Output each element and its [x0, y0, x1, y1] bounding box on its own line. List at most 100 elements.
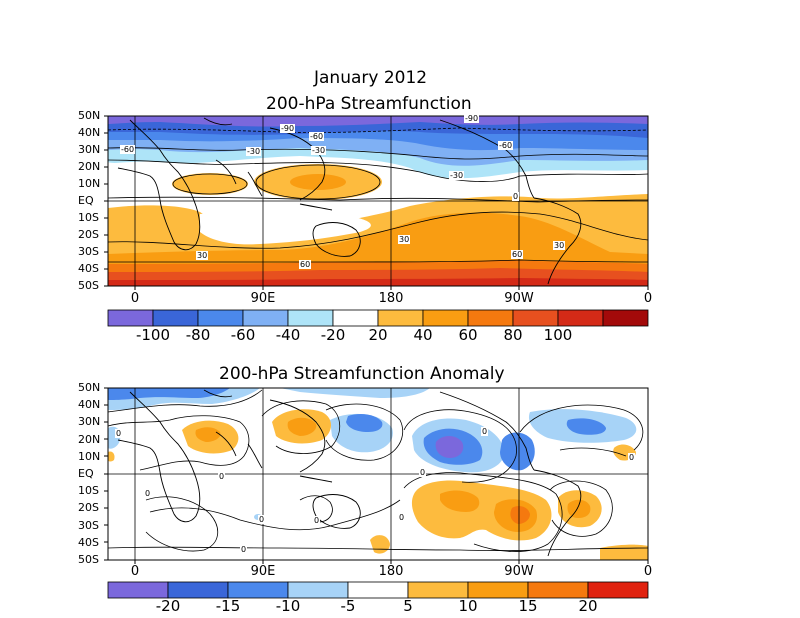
- colorbar-tick-label: -15: [215, 597, 241, 615]
- lon-label: 0: [643, 291, 653, 306]
- colorbar-swatch: [587, 581, 649, 599]
- lat-label: 10S: [78, 211, 99, 224]
- lat-label: 10N: [78, 177, 101, 190]
- lat-label: 40S: [78, 535, 99, 549]
- streamfunction-contours: [108, 127, 648, 263]
- band-neg-100: [108, 116, 648, 127]
- colorbar-swatch: [602, 309, 649, 327]
- anom-pos-south-edge: [600, 544, 648, 560]
- contour-label: -60: [309, 132, 325, 141]
- contour-label: 0: [481, 427, 489, 436]
- lat-label: 30N: [78, 415, 101, 429]
- contour-label: 0: [512, 192, 520, 201]
- lat-label: 40S: [78, 262, 99, 275]
- contour-label: -60: [120, 145, 136, 154]
- anom-pos-west-small: [108, 451, 115, 462]
- colorbar-swatch: [197, 309, 244, 327]
- lon-label: 0: [643, 564, 653, 579]
- lat-label: EQ: [78, 467, 94, 480]
- lat-label: 10S: [78, 484, 99, 498]
- map1-colorbar: [107, 309, 649, 327]
- lat-label: EQ: [78, 194, 94, 207]
- anom-neg-mexico: [500, 432, 535, 471]
- lon-label: 90E: [250, 564, 276, 579]
- lat-label: 30S: [78, 245, 99, 258]
- contour-label: 0: [115, 429, 123, 438]
- colorbar-swatch: [242, 309, 289, 327]
- colorbar-tick-label: -20: [155, 597, 181, 615]
- streamfunction-field: [108, 116, 648, 286]
- lat-label: 20S: [78, 501, 99, 515]
- colorbar-swatch: [152, 309, 199, 327]
- contour-label: 0: [258, 515, 266, 524]
- lon-label: 180: [378, 291, 404, 306]
- contour-label: 60: [299, 260, 312, 269]
- contour-label: 30: [196, 251, 209, 260]
- lat-label: 20N: [78, 160, 101, 173]
- contour-label: 0: [240, 545, 248, 554]
- colorbar-swatch: [512, 309, 559, 327]
- contour-label: -30: [449, 171, 465, 180]
- colorbar-swatch: [332, 309, 379, 327]
- contour-label: 0: [144, 489, 152, 498]
- contour-label: 0: [313, 516, 321, 525]
- anom-neg-north-core: [108, 388, 230, 400]
- contour-label: -30: [311, 146, 327, 155]
- map2-ticks: [104, 387, 649, 564]
- colorbar-tick-label: -100: [135, 326, 171, 344]
- colorbar-swatch: [287, 581, 349, 599]
- map1-title: 200-hPa Streamfunction: [266, 94, 472, 114]
- contour-label: -90: [464, 114, 480, 123]
- lat-label: 40N: [78, 398, 101, 412]
- band-pos-20-white-hole: [200, 212, 371, 245]
- anom-neg-east-pacific-core: [435, 436, 464, 458]
- contour-label: 0: [628, 453, 636, 462]
- map1-ticks: [104, 115, 649, 290]
- contour-label: -60: [498, 141, 514, 150]
- colorbar-swatch: [467, 309, 514, 327]
- lat-label: 50N: [78, 381, 101, 394]
- anomaly-coastlines: [117, 389, 582, 557]
- colorbar-swatch: [107, 581, 169, 599]
- colorbar-swatch: [287, 309, 334, 327]
- contour-label: -30: [246, 147, 262, 156]
- contour-label: 0: [398, 513, 406, 522]
- anom-neg-pacific-north: [280, 388, 430, 398]
- colorbar-tick-label: -20: [320, 326, 346, 344]
- lat-label: 40N: [78, 126, 101, 139]
- colorbar-swatch: [557, 309, 604, 327]
- anom-neg-pacific-core: [346, 414, 383, 432]
- colorbar-swatch: [347, 581, 409, 599]
- lat-label: 50S: [78, 553, 99, 566]
- colorbar-tick-label: 5: [403, 597, 413, 615]
- anom-pos-south-pacific-core3: [510, 506, 530, 524]
- lat-label: 20S: [78, 228, 99, 241]
- lon-label: 90W: [504, 564, 534, 579]
- colorbar-swatch: [167, 581, 229, 599]
- anom-pos-south-pacific-core1: [440, 490, 480, 512]
- anom-pos-china-core: [287, 417, 317, 436]
- contour-label: 0: [419, 468, 427, 477]
- colorbar-swatch: [407, 581, 469, 599]
- contour-label: -90: [280, 124, 296, 133]
- colorbar-swatch: [107, 309, 154, 327]
- anomaly-contours: [108, 389, 648, 552]
- anom-neg-atlantic-core: [566, 418, 606, 435]
- anomaly-map: [104, 387, 649, 599]
- map2-title: 200-hPa Streamfunction Anomaly: [219, 364, 505, 384]
- colorbar-swatch: [377, 309, 424, 327]
- lat-label: 30S: [78, 518, 99, 532]
- colorbar-tick-label: -80: [185, 326, 211, 344]
- colorbar-tick-label: -10: [275, 597, 301, 615]
- lat-label: 30N: [78, 143, 101, 156]
- colorbar-swatch: [467, 581, 529, 599]
- blob-pos-asia-core: [290, 174, 346, 190]
- blob-pos-africa: [172, 173, 248, 195]
- colorbar-tick-label: 100: [543, 326, 573, 344]
- lon-label: 180: [378, 564, 404, 579]
- colorbar-swatch: [227, 581, 289, 599]
- contour-label: 30: [553, 241, 566, 250]
- lon-label: 0: [130, 291, 140, 306]
- contour-label: 30: [398, 235, 411, 244]
